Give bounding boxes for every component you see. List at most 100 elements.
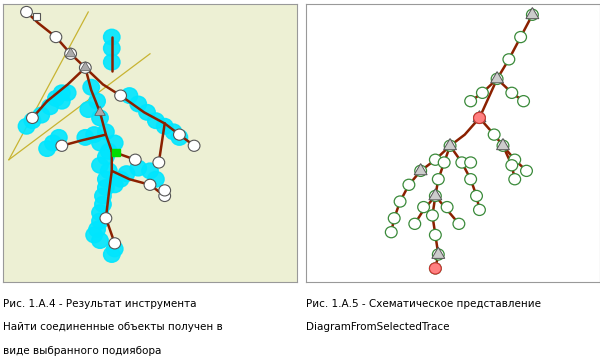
Circle shape <box>98 180 114 195</box>
Bar <box>112 148 120 156</box>
Circle shape <box>45 135 61 151</box>
Circle shape <box>509 174 521 185</box>
Circle shape <box>415 165 427 176</box>
Circle shape <box>188 140 200 151</box>
Circle shape <box>430 263 441 274</box>
Circle shape <box>470 190 482 202</box>
Circle shape <box>50 31 62 43</box>
Circle shape <box>527 9 538 20</box>
Circle shape <box>491 73 503 84</box>
Circle shape <box>159 190 170 202</box>
Circle shape <box>521 165 532 176</box>
Circle shape <box>433 249 444 260</box>
Circle shape <box>98 172 114 187</box>
Circle shape <box>403 179 415 190</box>
Circle shape <box>444 140 456 151</box>
Circle shape <box>83 79 100 95</box>
Circle shape <box>104 41 120 56</box>
Circle shape <box>418 202 430 212</box>
Circle shape <box>106 241 123 257</box>
Circle shape <box>95 188 111 204</box>
Circle shape <box>488 129 500 140</box>
Circle shape <box>430 263 441 274</box>
Polygon shape <box>432 247 445 258</box>
Circle shape <box>139 105 155 120</box>
Circle shape <box>92 233 108 248</box>
Circle shape <box>385 227 397 238</box>
Circle shape <box>18 118 35 134</box>
Circle shape <box>130 154 141 165</box>
Circle shape <box>42 99 58 114</box>
Circle shape <box>106 135 123 151</box>
Circle shape <box>79 62 91 73</box>
Circle shape <box>92 135 108 151</box>
Circle shape <box>165 124 182 140</box>
Polygon shape <box>443 139 457 150</box>
Circle shape <box>159 185 170 196</box>
Circle shape <box>95 197 111 212</box>
Bar <box>33 13 40 20</box>
Circle shape <box>26 112 38 123</box>
Circle shape <box>153 157 164 168</box>
Circle shape <box>441 202 453 212</box>
Polygon shape <box>80 62 91 71</box>
Circle shape <box>148 113 164 129</box>
Circle shape <box>473 112 485 123</box>
Circle shape <box>503 54 515 65</box>
Text: Найти соединенные объекты получен в: Найти соединенные объекты получен в <box>3 322 223 332</box>
Circle shape <box>92 205 108 220</box>
Circle shape <box>394 196 406 207</box>
Circle shape <box>473 112 485 123</box>
Circle shape <box>89 93 106 109</box>
Circle shape <box>438 157 450 168</box>
Circle shape <box>106 177 123 193</box>
Circle shape <box>101 163 117 179</box>
Circle shape <box>148 172 164 187</box>
Polygon shape <box>414 164 427 175</box>
Circle shape <box>506 87 518 98</box>
Circle shape <box>173 129 185 140</box>
Polygon shape <box>526 8 539 19</box>
Circle shape <box>24 113 41 129</box>
Circle shape <box>53 93 70 109</box>
Circle shape <box>476 87 488 98</box>
Circle shape <box>39 141 55 156</box>
Circle shape <box>157 118 173 134</box>
Circle shape <box>509 154 521 165</box>
Circle shape <box>409 218 421 230</box>
Circle shape <box>56 140 68 151</box>
Circle shape <box>104 54 120 70</box>
Text: Рис. 1.А.5 - Схематическое представление: Рис. 1.А.5 - Схематическое представление <box>306 299 541 309</box>
Circle shape <box>518 96 529 107</box>
Circle shape <box>430 190 441 202</box>
Circle shape <box>453 218 465 230</box>
Circle shape <box>109 238 121 249</box>
Circle shape <box>497 140 509 151</box>
Circle shape <box>433 174 444 185</box>
Circle shape <box>80 102 97 117</box>
Circle shape <box>101 144 117 159</box>
Circle shape <box>515 31 527 43</box>
Circle shape <box>506 160 518 171</box>
Circle shape <box>33 107 49 123</box>
Circle shape <box>104 247 120 262</box>
Circle shape <box>98 124 114 140</box>
Polygon shape <box>65 48 76 57</box>
Circle shape <box>130 96 146 112</box>
Circle shape <box>473 204 485 215</box>
Text: DiagramFromSelectedTrace: DiagramFromSelectedTrace <box>306 322 449 332</box>
Circle shape <box>118 166 135 181</box>
Circle shape <box>430 230 441 240</box>
Polygon shape <box>491 72 503 83</box>
Text: Рис. 1.А.4 - Результат инструмента: Рис. 1.А.4 - Результат инструмента <box>3 299 197 309</box>
Circle shape <box>65 48 77 59</box>
Circle shape <box>92 213 108 229</box>
Polygon shape <box>95 106 106 115</box>
Circle shape <box>388 212 400 224</box>
Circle shape <box>112 172 129 187</box>
Circle shape <box>130 160 146 176</box>
Circle shape <box>86 127 103 142</box>
Circle shape <box>121 88 137 104</box>
Circle shape <box>50 130 67 145</box>
Circle shape <box>92 110 108 126</box>
